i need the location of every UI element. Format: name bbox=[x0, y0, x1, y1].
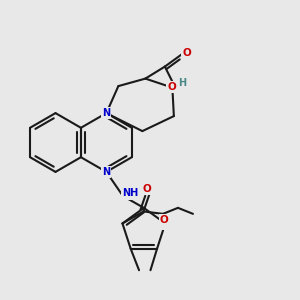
Text: S: S bbox=[160, 218, 167, 228]
Text: N: N bbox=[102, 108, 110, 118]
Text: O: O bbox=[143, 184, 152, 194]
Text: NH: NH bbox=[122, 188, 139, 199]
Text: H: H bbox=[178, 78, 186, 88]
Text: O: O bbox=[182, 48, 191, 58]
Text: O: O bbox=[167, 82, 176, 92]
Text: N: N bbox=[102, 167, 110, 177]
Text: O: O bbox=[160, 215, 169, 225]
